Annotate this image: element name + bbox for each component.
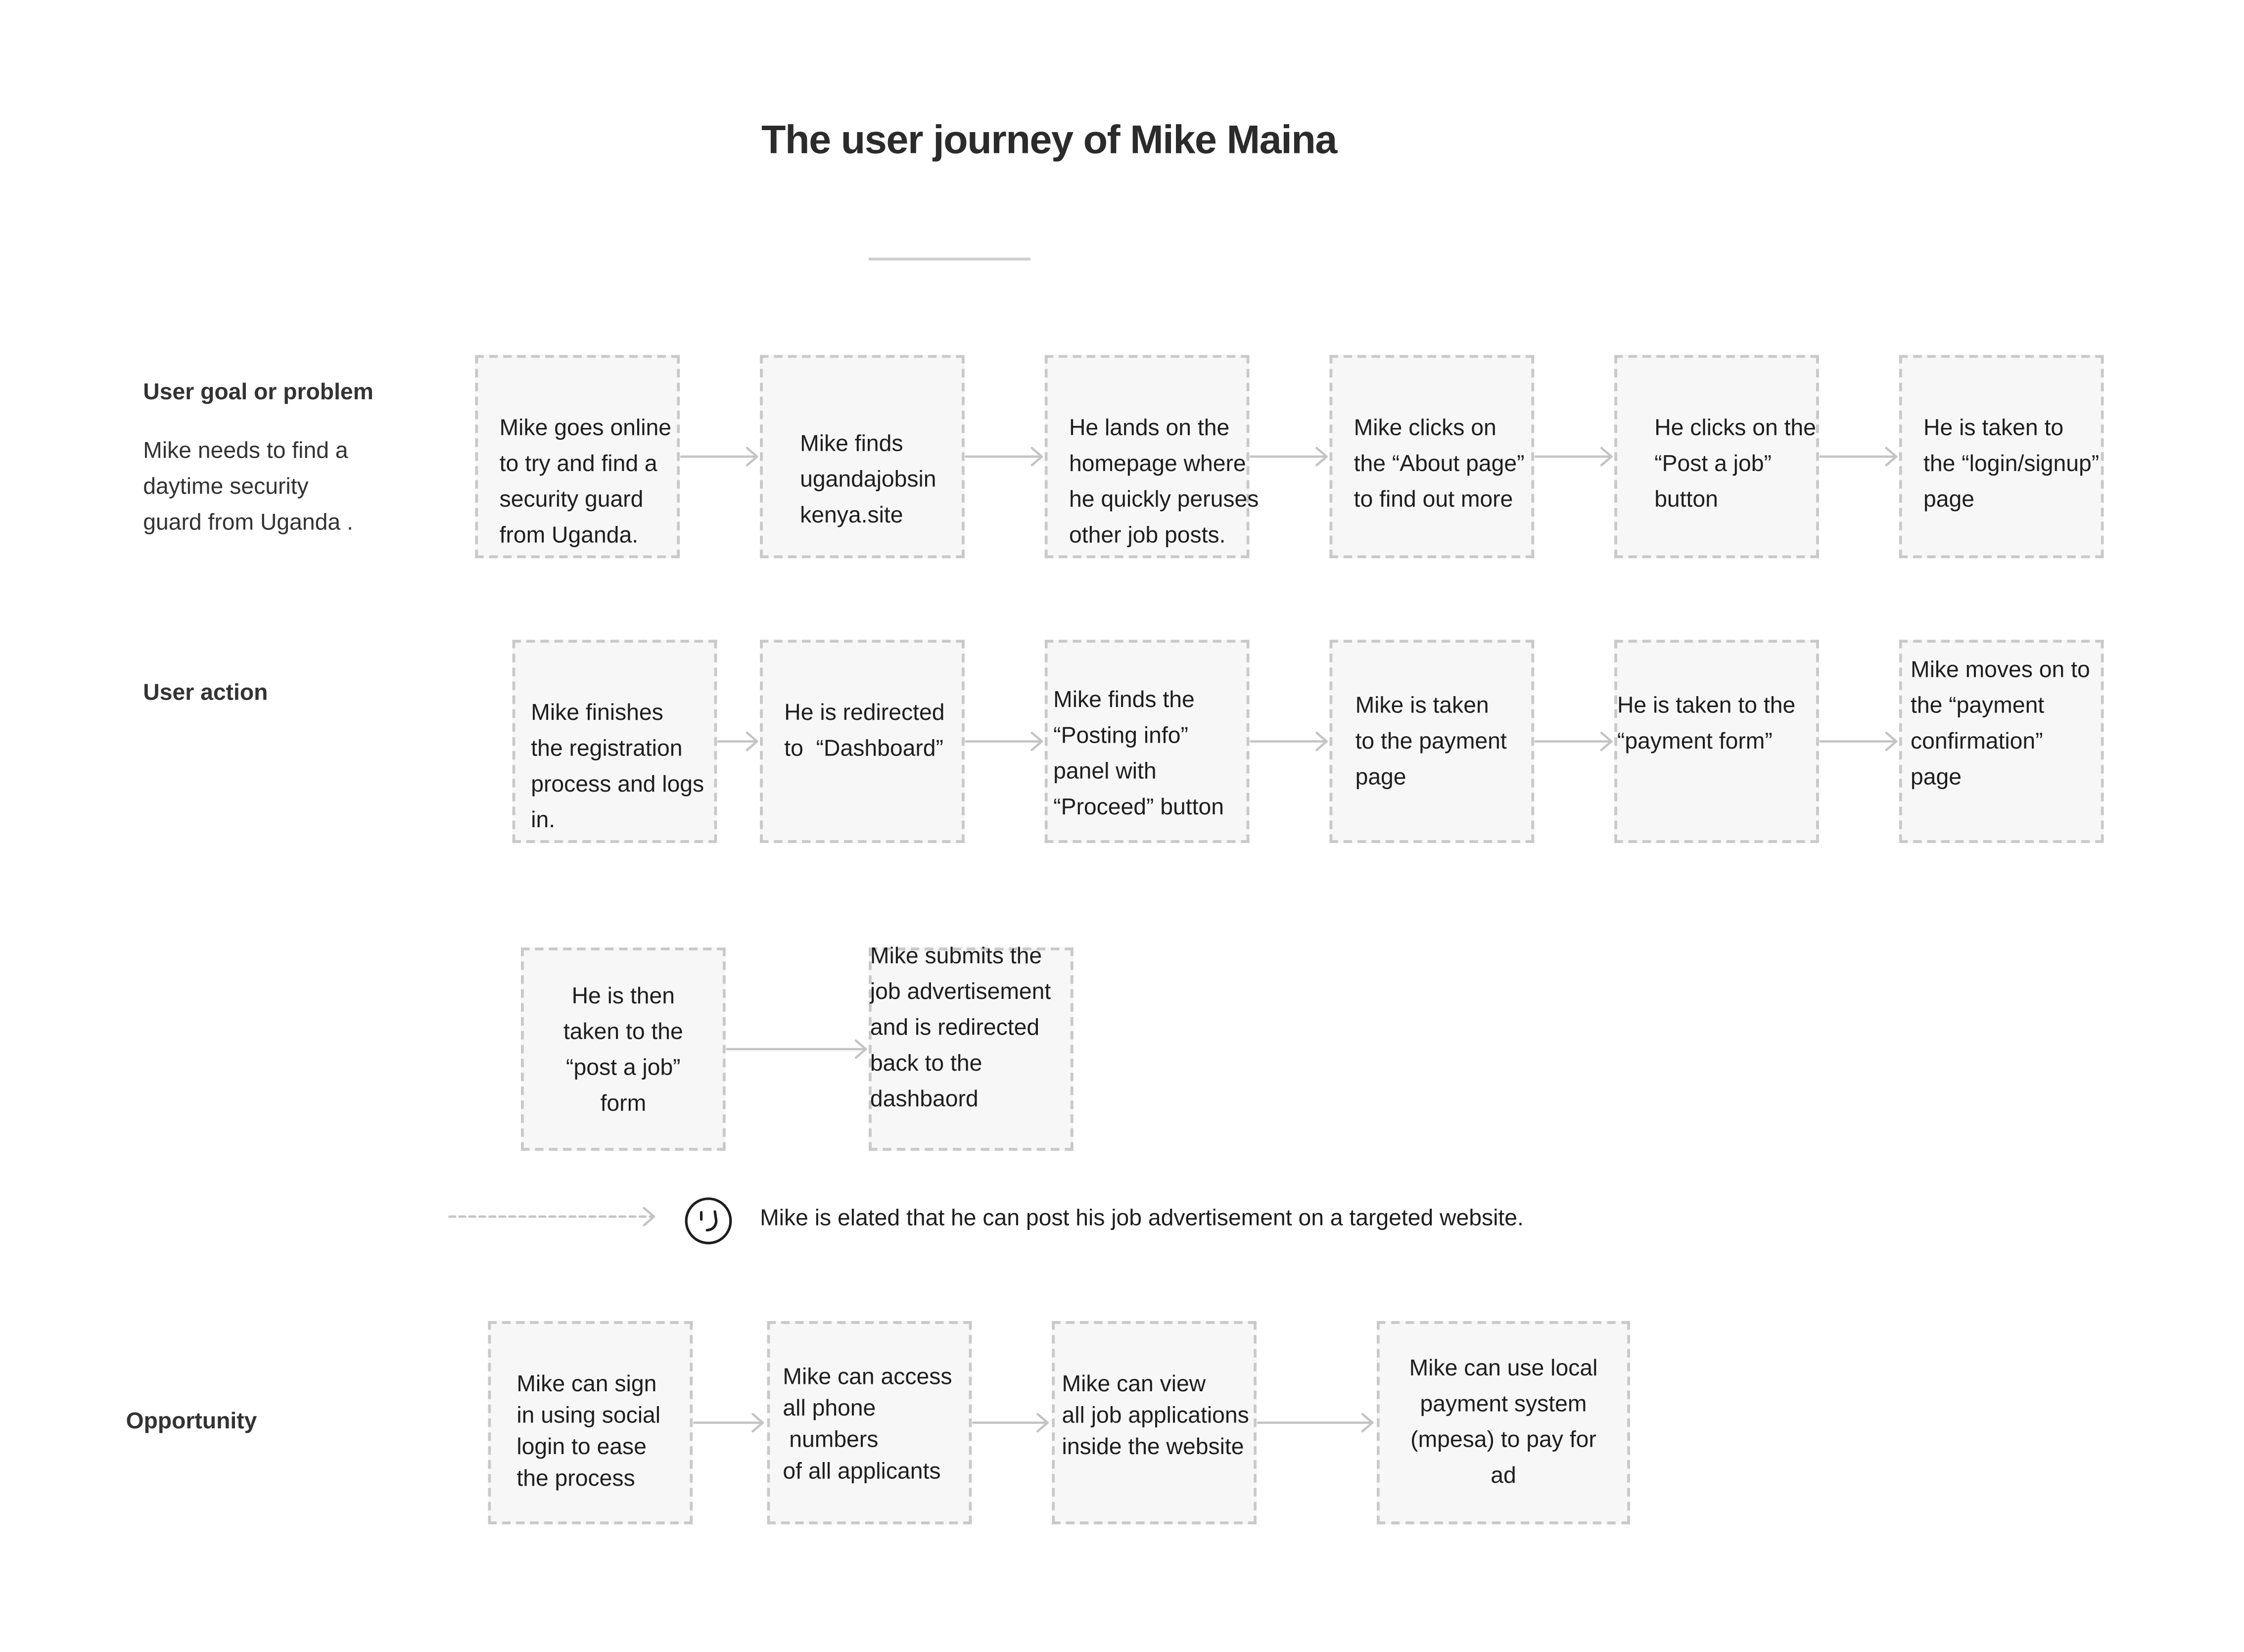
step-box: [1614, 355, 1819, 559]
step-text: He is taken to the “payment form”: [1617, 694, 1796, 755]
step-text: He is redirected to “Dashboard”: [784, 701, 945, 762]
goal-description: Mike needs to find a daytime security gu…: [143, 439, 353, 535]
step-box: [1329, 355, 1535, 559]
opportunity-text: Mike can sign in using social login to e…: [516, 1372, 661, 1492]
emotion-text: Mike is elated that he can post his job …: [760, 1206, 1524, 1231]
title-divider: [868, 257, 1030, 261]
step-box: [512, 640, 717, 843]
step-text: He clicks on the “Post a job” button: [1654, 416, 1816, 513]
step-text: Mike finds ugandajobsin kenya.site: [800, 432, 936, 528]
step-box: [1044, 640, 1250, 843]
arrow-action-2: [965, 731, 1043, 752]
arrow-goal-5: [1819, 447, 1898, 467]
step-box: [1329, 640, 1535, 843]
arrow-opportunity-1: [693, 1413, 764, 1433]
opportunity-box: [767, 1321, 972, 1524]
page-title: The user journey of Mike Maina: [761, 117, 1337, 162]
arrow-emotion: [448, 1207, 655, 1227]
step-box: [760, 355, 965, 559]
step-box: [760, 640, 965, 843]
step-text: He lands on the homepage where he quickl…: [1069, 416, 1259, 548]
opportunity-text: Mike can view all job applications insid…: [1062, 1372, 1249, 1460]
smiley-face-icon: [685, 1197, 732, 1245]
row-label-action: User action: [143, 681, 268, 706]
step-text: Mike finds the “Posting info” panel with…: [1053, 688, 1224, 820]
step-box: [868, 947, 1074, 1151]
step-box: [1899, 355, 2104, 559]
arrow-opportunity-2: [972, 1413, 1049, 1433]
opportunity-box: [1376, 1321, 1631, 1524]
row-label-opportunity: Opportunity: [126, 1410, 257, 1434]
step-box: [1614, 640, 1819, 843]
arrow-action-cont: [726, 1039, 867, 1059]
step-text: Mike goes online to try and find a secur…: [499, 416, 671, 548]
step-text: He is then taken to the “post a job” for…: [563, 985, 683, 1117]
row-label-goal: User goal or problem: [143, 380, 374, 405]
step-box: [475, 355, 680, 559]
opportunity-box: [1052, 1321, 1257, 1524]
opportunity-text: Mike can use local payment system (mpesa…: [1409, 1357, 1598, 1489]
arrow-goal-3: [1250, 447, 1328, 467]
opportunity-box: [488, 1321, 693, 1524]
step-box: [521, 947, 726, 1151]
step-box: [1899, 640, 2104, 843]
arrow-goal-2: [965, 447, 1043, 467]
step-box: [1044, 355, 1250, 559]
arrow-action-4: [1534, 731, 1613, 752]
arrow-action-1: [717, 731, 758, 752]
opportunity-text: Mike can access all phone numbers of all…: [783, 1365, 952, 1484]
step-text: Mike submits the job advertisement and i…: [870, 944, 1051, 1112]
arrow-action-3: [1250, 731, 1328, 752]
arrow-action-5: [1819, 731, 1898, 752]
arrow-goal-1: [680, 447, 758, 467]
arrow-goal-4: [1534, 447, 1613, 467]
step-text: Mike moves on to the “payment confirmati…: [1911, 658, 2090, 790]
arrow-opportunity-3: [1257, 1413, 1374, 1433]
step-text: Mike clicks on the “About page” to find …: [1354, 416, 1525, 513]
step-text: He is taken to the “login/signup” page: [1923, 416, 2100, 513]
step-text: Mike is taken to the payment page: [1355, 694, 1507, 790]
step-text: Mike finishes the registration process a…: [531, 701, 704, 833]
